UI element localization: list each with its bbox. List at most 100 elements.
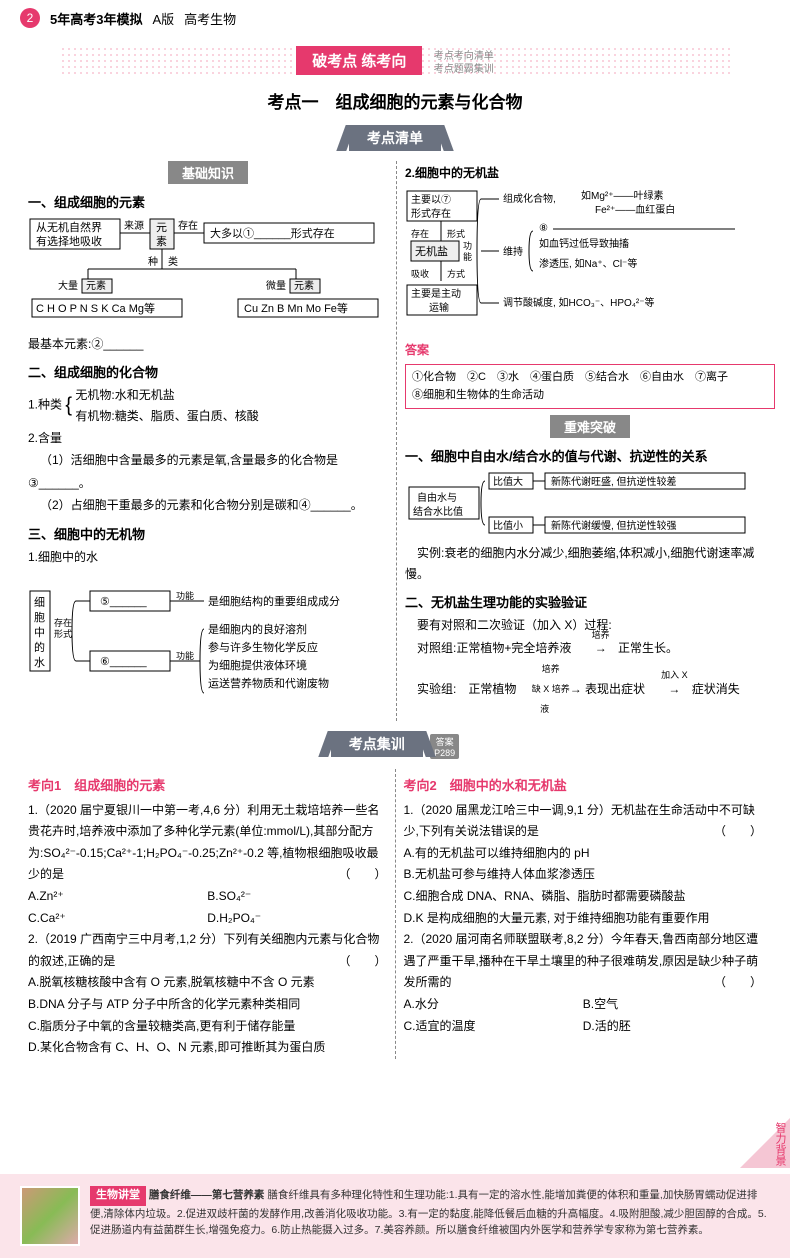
q2d: D.某化合物含有 C、H、O、N 元素,即可推断其为蛋白质	[28, 1037, 387, 1059]
rq2-text: 2.（2020 届河南名师联盟联考,8,2 分）今年春天,鲁西南部分地区遭遇了严…	[404, 932, 759, 989]
rq2b: B.空气	[583, 994, 762, 1016]
zn-sec1: 一、细胞中自由水/结合水的值与代谢、抗逆性的关系	[405, 446, 775, 465]
svg-text:运输: 运输	[429, 301, 449, 314]
corner-text: 智力背景	[772, 1122, 788, 1166]
ctrl-arrow-lbl: 培养	[575, 628, 615, 643]
pill-qingdan: 考点清单	[349, 125, 441, 151]
rq1b: B.无机盐可参与维持人体血浆渗透压	[404, 864, 763, 886]
svg-text:形式存在: 形式存在	[411, 207, 451, 220]
s2-2-1: （1）活细胞中含量最多的元素是氧,含量最多的化合物是	[28, 450, 388, 470]
q1-paren: （ ）	[338, 864, 386, 886]
jichu-banner: 基础知识	[168, 161, 248, 184]
q2-paren: （ ）	[338, 951, 386, 973]
rq1c: C.细胞合成 DNA、RNA、磷脂、脂肪时都需要磷酸盐	[404, 886, 763, 908]
q2b: B.DNA 分子与 ATP 分子中所含的化学元素种类相同	[28, 994, 387, 1016]
svg-text:比值大: 比值大	[493, 475, 523, 488]
svg-text:有选择地吸收: 有选择地吸收	[36, 234, 102, 248]
svg-text:大量: 大量	[58, 279, 78, 292]
s3-2: 2.细胞中的无机盐	[405, 163, 775, 183]
subject: 高考生物	[184, 9, 236, 28]
rq1a: A.有的无机盐可以维持细胞内的 pH	[404, 843, 763, 865]
svg-text:功能: 功能	[176, 590, 194, 601]
svg-text:新陈代谢旺盛, 但抗逆性较差: 新陈代谢旺盛, 但抗逆性较差	[551, 475, 677, 488]
svg-text:元素: 元素	[86, 279, 106, 292]
sec3-heading: 三、细胞中的无机物	[28, 524, 388, 543]
diagram-elements: 从无机自然界 有选择地吸收 来源 元 素 存在 大多以①______形式存在 种…	[28, 215, 388, 330]
exp-a2: 加入 X	[648, 666, 688, 686]
svg-text:组成化合物,: 组成化合物,	[503, 192, 556, 205]
svg-text:元素: 元素	[294, 279, 314, 292]
q1-text: 1.（2020 届宁夏银川一中第一考,4,6 分）利用无土栽培培养一些名贵花卉时…	[28, 803, 379, 882]
zn2-ctrl-r: 正常生长。	[618, 641, 678, 655]
page-number: 2	[20, 8, 40, 28]
banner-title: 破考点 练考向	[296, 46, 422, 75]
dir-right: 考向2 细胞中的水和无机盐	[404, 775, 763, 794]
diagram-ratio: 自由水与 结合水比值 比值大 新陈代谢旺盛, 但抗逆性较差 比值小 新陈代谢缓慢…	[405, 469, 775, 539]
svg-text:调节酸碱度, 如HCO₃⁻、HPO₄²⁻等: 调节酸碱度, 如HCO₃⁻、HPO₄²⁻等	[503, 296, 655, 309]
q2a: A.脱氧核糖核酸中含有 O 元素,脱氧核糖中不含 O 元素	[28, 972, 387, 994]
rq1-text: 1.（2020 届黑龙江哈三中一调,9,1 分）无机盐在生命活动中不可缺少,下列…	[404, 803, 755, 839]
svg-text:大多以①______形式存在: 大多以①______形式存在	[210, 226, 335, 240]
svg-text:为细胞提供液体环境: 为细胞提供液体环境	[208, 658, 307, 672]
s2-2: 2.含量	[28, 428, 388, 448]
svg-text:种: 种	[148, 255, 158, 268]
s2-blank3: ③______。	[28, 473, 388, 493]
footer: 生物讲堂 膳食纤维——第七营养素 膳食纤维具有多种理化特性和生理功能:1.具有一…	[0, 1174, 790, 1258]
brace-bot: 有机物:糖类、脂质、蛋白质、核酸	[75, 406, 258, 426]
svg-text:主要以⑦: 主要以⑦	[411, 194, 451, 206]
svg-text:主要是主动: 主要是主动	[411, 288, 461, 300]
svg-text:⑧: ⑧	[539, 223, 548, 234]
svg-text:维持: 维持	[503, 245, 523, 258]
page-header: 2 5年高考3年模拟 A版 高考生物	[0, 0, 790, 36]
pill-jixun: 考点集训	[331, 731, 423, 757]
exp-lack: 缺 X 培养液	[520, 680, 570, 720]
svg-text:运送营养物质和代谢废物: 运送营养物质和代谢废物	[208, 676, 329, 690]
svg-text:中: 中	[34, 626, 45, 639]
svg-text:来源: 来源	[124, 219, 144, 232]
svg-text:元: 元	[156, 222, 167, 234]
q2-text: 2.（2019 广西南宁三中月考,1,2 分）下列有关细胞内元素与化合物的叙述,…	[28, 932, 379, 968]
svg-text:功: 功	[463, 241, 472, 251]
svg-text:存在: 存在	[411, 228, 429, 239]
footer-badge: 生物讲堂	[90, 1186, 146, 1206]
svg-text:自由水与: 自由水与	[417, 491, 457, 504]
edition: A版	[152, 9, 174, 28]
svg-text:结合水比值: 结合水比值	[413, 505, 463, 518]
q1b: B.SO₄²⁻	[207, 886, 386, 908]
sec1-heading: 一、组成细胞的元素	[28, 192, 388, 211]
s3-1: 1.细胞中的水	[28, 547, 388, 567]
svg-text:⑥______: ⑥______	[100, 656, 147, 668]
zn2-exp: 实验组: 正常植物	[417, 682, 516, 696]
svg-text:微量: 微量	[266, 279, 286, 292]
svg-text:无机盐: 无机盐	[415, 244, 448, 258]
svg-text:素: 素	[156, 235, 167, 248]
zn2-ctrl: 对照组:正常植物+完全培养液	[417, 641, 571, 655]
q1c: C.Ca²⁺	[28, 908, 207, 930]
svg-text:Fe²⁺——血红蛋白: Fe²⁺——血红蛋白	[595, 203, 675, 216]
rq1d: D.K 是构成细胞的大量元素, 对于维持细胞功能有重要作用	[404, 908, 763, 930]
svg-text:如Mg²⁺——叶绿素: 如Mg²⁺——叶绿素	[581, 189, 664, 202]
svg-text:水: 水	[34, 656, 45, 669]
svg-text:存在: 存在	[178, 219, 198, 232]
svg-text:形式: 形式	[54, 628, 72, 639]
left-column: 基础知识 一、组成细胞的元素 从无机自然界 有选择地吸收 来源 元 素 存在 大…	[20, 161, 396, 722]
diagram-salt: 主要以⑦ 形式存在 存在形式 无机盐 功能 吸收方式 主要是主动 运输 组成化合…	[405, 187, 775, 337]
book-title: 5年高考3年模拟	[50, 9, 142, 28]
s2-1: 1.种类	[28, 398, 62, 412]
svg-text:类: 类	[168, 255, 178, 268]
exp-a1: 培养	[520, 660, 570, 680]
answer-box: ①化合物 ②C ③水 ④蛋白质 ⑤结合水 ⑥自由水 ⑦离子 ⑧细胞和生物体的生命…	[405, 364, 775, 409]
rq2a: A.水分	[404, 994, 583, 1016]
svg-text:新陈代谢缓慢, 但抗逆性较强: 新陈代谢缓慢, 但抗逆性较强	[551, 519, 677, 532]
dir-left: 考向1 组成细胞的元素	[28, 775, 387, 794]
svg-text:是细胞结构的重要组成成分: 是细胞结构的重要组成成分	[208, 594, 340, 608]
svg-text:是细胞内的良好溶剂: 是细胞内的良好溶剂	[208, 622, 307, 636]
s2-2-2: （2）占细胞干重最多的元素和化合物分别是碳和④______。	[28, 495, 388, 515]
svg-text:方式: 方式	[447, 268, 465, 279]
zhongnan-banner: 重难突破	[550, 415, 630, 438]
rq2d: D.活的胚	[583, 1016, 762, 1038]
zn-sec2: 二、无机盐生理功能的实验验证	[405, 592, 775, 611]
q1d: D.H₂PO₄⁻	[207, 908, 386, 930]
footer-image	[20, 1186, 80, 1246]
zn-example: 实例:衰老的细胞内水分减少,细胞萎缩,体积减小,细胞代谢速率减慢。	[405, 543, 775, 584]
